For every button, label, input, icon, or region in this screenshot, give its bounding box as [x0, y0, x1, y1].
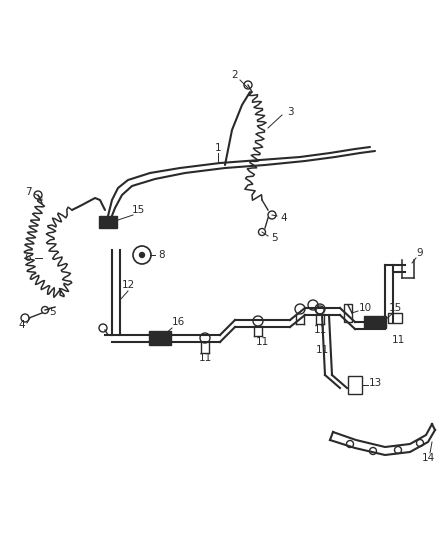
Text: 6: 6: [25, 253, 31, 263]
Text: 15: 15: [131, 205, 145, 215]
Text: 1: 1: [215, 143, 221, 153]
Text: 9: 9: [417, 248, 423, 258]
Text: 4: 4: [281, 213, 287, 223]
Text: 11: 11: [315, 345, 328, 355]
Bar: [344, 304, 352, 322]
Text: 11: 11: [255, 337, 268, 347]
Text: 8: 8: [159, 250, 165, 260]
Text: 5: 5: [272, 233, 278, 243]
Circle shape: [139, 253, 145, 257]
Text: 3: 3: [287, 107, 293, 117]
Text: 11: 11: [313, 325, 327, 335]
Text: 5: 5: [49, 307, 55, 317]
Text: 4: 4: [19, 320, 25, 330]
Text: 11: 11: [198, 353, 212, 363]
Text: 10: 10: [358, 303, 371, 313]
Bar: [149, 331, 171, 345]
Bar: [348, 376, 362, 394]
Text: 13: 13: [368, 378, 381, 388]
Bar: [388, 313, 402, 323]
Bar: [99, 216, 117, 228]
Text: 11: 11: [392, 335, 405, 345]
Text: 2: 2: [232, 70, 238, 80]
Text: 14: 14: [421, 453, 434, 463]
Text: 7: 7: [25, 187, 31, 197]
Text: 15: 15: [389, 303, 402, 313]
Text: 12: 12: [121, 280, 134, 290]
Text: 16: 16: [171, 317, 185, 327]
Bar: [364, 316, 386, 328]
